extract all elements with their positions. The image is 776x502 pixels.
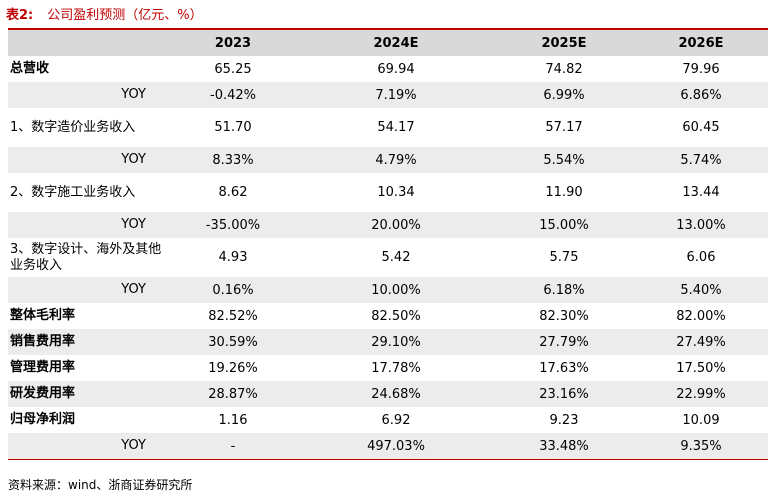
table-cell: 0.16% — [168, 277, 298, 303]
table-row: 整体毛利率 82.52% 82.50% 82.30% 82.00% — [8, 303, 768, 329]
table-cell: 497.03% — [298, 433, 494, 460]
row-label: 管理费用率 — [10, 360, 76, 375]
table-row: 管理费用率 19.26% 17.78% 17.63% 17.50% — [8, 355, 768, 381]
table-number: 表2: — [6, 8, 34, 23]
table-cell: 4.79% — [298, 147, 494, 173]
table-row: 1、数字造价业务收入 51.70 54.17 57.17 60.45 — [8, 108, 768, 147]
table-cell: 82.50% — [371, 308, 421, 324]
table-cell: 6.06 — [686, 250, 716, 265]
table-cell: 10.00% — [298, 277, 494, 303]
table-cell: -0.42% — [168, 82, 298, 108]
row-label: YOY — [8, 433, 168, 460]
table-cell: 28.87% — [168, 381, 298, 407]
row-label: 总营收 — [10, 61, 50, 76]
table-cell: 8.62 — [218, 185, 248, 200]
row-label: YOY — [8, 82, 168, 108]
row-label: YOY — [8, 212, 168, 238]
table-row: YOY 0.16% 10.00% 6.18% 5.40% — [8, 277, 768, 303]
table-cell: 10.09 — [682, 412, 720, 428]
row-label: 研发费用率 — [8, 381, 168, 407]
table-cell: 57.17 — [545, 120, 583, 135]
table-cell: 4.93 — [218, 250, 248, 265]
table-cell: 6.99% — [494, 82, 634, 108]
table-row: 2、数字施工业务收入 8.62 10.34 11.90 13.44 — [8, 173, 768, 212]
table-cell: - — [168, 433, 298, 460]
table-cell: 60.45 — [682, 120, 720, 135]
table-cell: 17.50% — [676, 360, 726, 376]
table-cell: 1.16 — [218, 412, 248, 428]
source-note: 资料来源：wind、浙商证券研究所 — [8, 478, 193, 492]
table-cell: 54.17 — [377, 120, 415, 135]
table-cell: 65.25 — [214, 61, 252, 77]
table-cell: -35.00% — [168, 212, 298, 238]
table-cell: 22.99% — [634, 381, 768, 407]
table-row: 3、数字设计、海外及其他业务收入 4.93 5.42 5.75 6.06 — [8, 238, 768, 277]
table-cell: 6.86% — [634, 82, 768, 108]
table-cell: 9.35% — [634, 433, 768, 460]
table-cell: 17.63% — [539, 360, 589, 376]
table-cell: 6.18% — [494, 277, 634, 303]
table-cell: 20.00% — [298, 212, 494, 238]
row-label: 整体毛利率 — [10, 308, 76, 323]
header-cell-2025e: 2025E — [494, 28, 634, 56]
table-caption: 公司盈利预测（亿元、%） — [47, 8, 203, 23]
table-row: 销售费用率 30.59% 29.10% 27.79% 27.49% — [8, 329, 768, 355]
table-row: YOY -35.00% 20.00% 15.00% 13.00% — [8, 212, 768, 238]
row-label: YOY — [8, 277, 168, 303]
table-title: 表2: 公司盈利预测（亿元、%） — [6, 4, 203, 24]
table-cell: 23.16% — [494, 381, 634, 407]
header-cell-item — [8, 28, 168, 56]
table-cell: 79.96 — [682, 61, 720, 77]
table-cell: 29.10% — [298, 329, 494, 355]
table-cell: 6.92 — [381, 412, 411, 428]
table-cell: 82.30% — [539, 308, 589, 324]
table-row: YOY 8.33% 4.79% 5.54% 5.74% — [8, 147, 768, 173]
table-cell: 24.68% — [298, 381, 494, 407]
table-cell: 9.23 — [549, 412, 579, 428]
row-label: 销售费用率 — [8, 329, 168, 355]
table-cell: 17.78% — [371, 360, 421, 376]
row-label: 2、数字施工业务收入 — [10, 184, 136, 200]
table-cell: 5.42 — [381, 250, 411, 265]
table-cell: 15.00% — [494, 212, 634, 238]
table-cell: 30.59% — [168, 329, 298, 355]
table-cell: 5.75 — [549, 250, 579, 265]
table-cell: 5.54% — [494, 147, 634, 173]
table-cell: 51.70 — [214, 120, 252, 135]
table-cell: 5.74% — [634, 147, 768, 173]
table-cell: 5.40% — [634, 277, 768, 303]
table-cell: 74.82 — [545, 61, 583, 77]
table-cell: 8.33% — [168, 147, 298, 173]
table-cell: 27.49% — [634, 329, 768, 355]
header-cell-2026e: 2026E — [634, 28, 768, 56]
table-cell: 13.00% — [634, 212, 768, 238]
table-row: 研发费用率 28.87% 24.68% 23.16% 22.99% — [8, 381, 768, 407]
row-label: YOY — [8, 147, 168, 173]
table-row: YOY - 497.03% 33.48% 9.35% — [8, 433, 768, 460]
table-row: 总营收 65.25 69.94 74.82 79.96 — [8, 56, 768, 82]
table-cell: 19.26% — [208, 360, 258, 376]
table-row: 归母净利润 1.16 6.92 9.23 10.09 — [8, 407, 768, 433]
row-label: 归母净利润 — [10, 412, 76, 427]
table-cell: 10.34 — [377, 185, 415, 200]
table-cell: 82.00% — [676, 308, 726, 324]
row-label: 3、数字设计、海外及其他业务收入 — [10, 241, 162, 273]
table-cell: 13.44 — [682, 185, 720, 200]
table-cell: 7.19% — [298, 82, 494, 108]
header-row: 2023 2024E 2025E 2026E — [8, 28, 768, 56]
header-cell-2023: 2023 — [168, 28, 298, 56]
table-cell: 33.48% — [494, 433, 634, 460]
row-label: 1、数字造价业务收入 — [10, 119, 136, 135]
table-cell: 27.79% — [494, 329, 634, 355]
table-cell: 82.52% — [208, 308, 258, 324]
table-cell: 69.94 — [377, 61, 415, 77]
earnings-forecast-table: 2023 2024E 2025E 2026E 总营收 65.25 69.94 7… — [8, 28, 768, 460]
header-cell-2024e: 2024E — [298, 28, 494, 56]
table-row: YOY -0.42% 7.19% 6.99% 6.86% — [8, 82, 768, 108]
table-cell: 11.90 — [545, 185, 583, 200]
